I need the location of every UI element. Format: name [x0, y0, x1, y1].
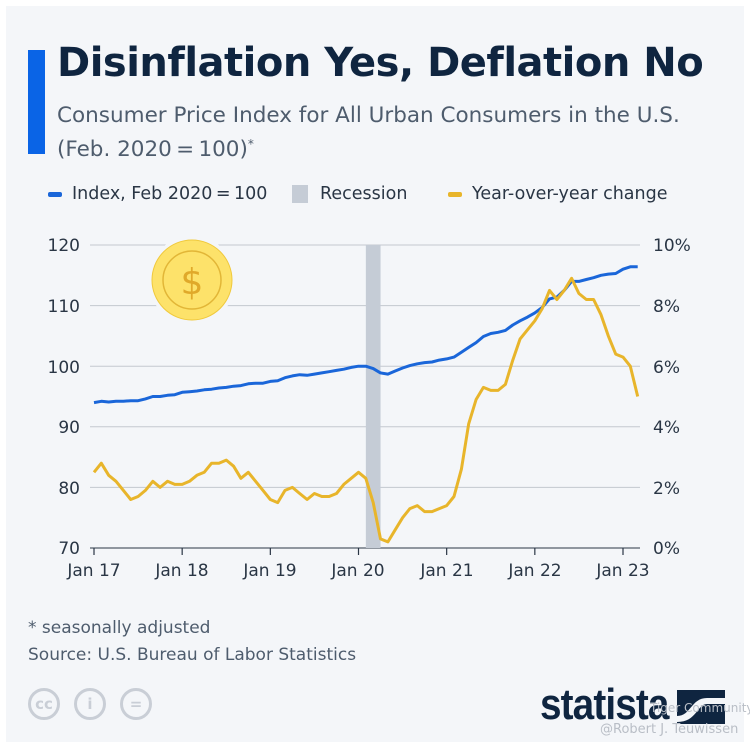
legend-swatch-index: [48, 191, 62, 197]
y-left-tick: 120: [48, 236, 80, 256]
legend-swatch-yoy: [448, 191, 462, 197]
series-index-line: [93, 265, 638, 405]
y-left-tick: 90: [58, 418, 80, 438]
watermark-community: Tiger Community: [650, 701, 750, 715]
series-yoy-line: [92, 276, 640, 544]
subtitle-line2: (Feb. 2020 = 100): [57, 137, 248, 163]
x-tick-label: Jan 17: [66, 561, 120, 581]
subtitle: Consumer Price Index for All Urban Consu…: [57, 101, 737, 164]
legend-label-recession: Recession: [320, 184, 408, 204]
legend-label-index: Index, Feb 2020 = 100: [72, 184, 268, 204]
footnote-mark: *: [247, 137, 254, 151]
statista-logo[interactable]: statista: [540, 680, 669, 729]
source: Source: U.S. Bureau of Labor Statistics: [28, 645, 357, 665]
coin-symbol: $: [181, 262, 204, 303]
legend-item-recession: Recession: [292, 184, 407, 204]
legend-item-yoy: Year-over-year change: [448, 184, 668, 204]
y-right-tick: 6%: [653, 358, 680, 378]
y-left-tick: 70: [58, 539, 80, 559]
x-tick-label: Jan 22: [507, 561, 561, 581]
subtitle-line1: Consumer Price Index for All Urban Consu…: [57, 103, 680, 128]
x-tick-label: Jan 23: [595, 561, 649, 581]
y-left-tick: 110: [48, 297, 80, 317]
recession-band: [365, 245, 381, 548]
statista-logo-mark: [677, 690, 725, 724]
x-tick-label: Jan 19: [242, 561, 296, 581]
y-right-tick: 4%: [653, 418, 680, 438]
y-left-tick: 80: [58, 479, 80, 499]
no-derivatives-icon[interactable]: =: [120, 688, 152, 720]
page-title: Disinflation Yes, Deflation No: [57, 40, 704, 86]
y-right-tick: 2%: [653, 479, 680, 499]
x-tick-label: Jan 18: [154, 561, 208, 581]
accent-bar: [28, 50, 45, 154]
x-tick-label: Jan 20: [330, 561, 384, 581]
legend-swatch-recession: [292, 185, 308, 203]
y-right-tick: 10%: [653, 236, 691, 256]
y-left-tick: 100: [48, 358, 80, 378]
watermark-author: @Robert J. Teuwissen: [600, 722, 739, 737]
footnote: * seasonally adjusted: [28, 618, 211, 638]
legend-label-yoy: Year-over-year change: [472, 184, 668, 204]
x-tick-label: Jan 21: [419, 561, 473, 581]
legend-item-index: Index, Feb 2020 = 100: [48, 184, 267, 204]
y-right-tick: 8%: [653, 297, 680, 317]
cc-icon[interactable]: cc: [28, 688, 60, 720]
y-right-tick: 0%: [653, 539, 680, 559]
attribution-icon[interactable]: i: [74, 688, 106, 720]
coin-icon: $: [148, 236, 236, 324]
